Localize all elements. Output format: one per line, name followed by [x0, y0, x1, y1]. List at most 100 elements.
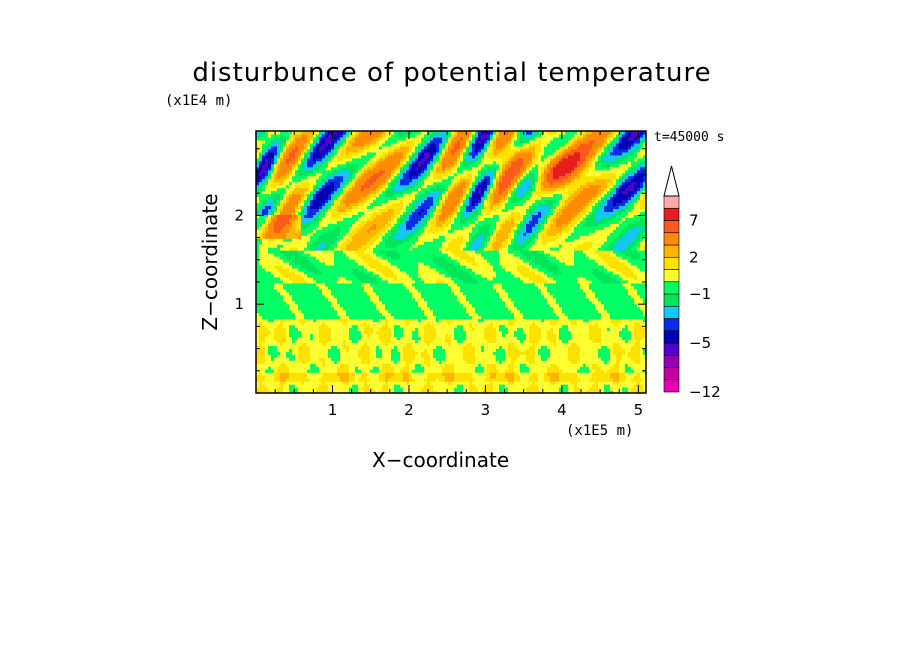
field-cell [277, 238, 281, 242]
field-cell [286, 357, 290, 361]
field-cell [337, 181, 341, 186]
field-cell [265, 229, 269, 233]
field-cell [334, 256, 338, 260]
field-cell [274, 139, 278, 144]
field-cell [337, 345, 341, 349]
field-cell [313, 217, 317, 221]
field-cell [304, 181, 308, 186]
field-cell [280, 273, 284, 278]
field-cell [322, 187, 326, 192]
field-cell [292, 154, 296, 159]
field-cell [256, 241, 260, 245]
field-cell [319, 232, 323, 236]
field-cell [325, 229, 329, 233]
field-cell [259, 360, 263, 364]
field-cell [352, 196, 356, 201]
field-cell [283, 381, 287, 385]
field-cell [325, 256, 329, 260]
field-cell [304, 199, 308, 204]
field-cell [295, 211, 299, 215]
field-cell [346, 387, 350, 391]
field-cell [349, 178, 353, 183]
field-cell [349, 172, 353, 177]
field-cell [301, 253, 305, 257]
field-cell [328, 235, 332, 239]
field-cell [304, 190, 308, 195]
field-cell [295, 166, 299, 171]
field-cell [307, 163, 311, 168]
field-cell [298, 223, 302, 227]
field-cell [277, 148, 281, 153]
field-cell [349, 202, 353, 207]
field-cell [325, 306, 329, 311]
field-cell [361, 342, 365, 346]
field-cell [313, 363, 317, 367]
field-cell [331, 354, 335, 358]
field-cell [256, 151, 260, 156]
field-cell [325, 291, 329, 296]
field-cell [262, 306, 266, 311]
field-cell [298, 318, 302, 323]
field-cell [286, 259, 290, 263]
field-cell [358, 250, 362, 254]
field-cell [292, 136, 296, 141]
field-cell [286, 226, 290, 230]
field-cell [271, 282, 275, 287]
field-cell [262, 226, 266, 230]
field-cell [337, 327, 341, 332]
field-cell [268, 285, 272, 290]
field-cell [268, 330, 272, 335]
field-cell [259, 279, 263, 284]
field-cell [343, 297, 347, 302]
field-cell [265, 220, 269, 224]
field-cell [280, 366, 284, 370]
field-cell [355, 223, 359, 227]
field-cell [295, 157, 299, 162]
field-cell [280, 145, 284, 150]
field-cell [325, 208, 329, 212]
field-cell [322, 315, 326, 320]
field-cell [289, 366, 293, 370]
field-cell [283, 321, 287, 326]
field-cell [325, 226, 329, 230]
field-cell [340, 199, 344, 204]
field-cell [319, 220, 323, 224]
field-cell [310, 187, 314, 192]
field-cell [346, 282, 350, 287]
field-cell [259, 208, 263, 212]
field-cell [328, 294, 332, 299]
field-cell [334, 199, 338, 204]
field-cell [286, 190, 290, 195]
field-cell [301, 142, 305, 147]
field-cell [343, 250, 347, 254]
field-cell [328, 259, 332, 263]
field-cell [340, 384, 344, 388]
field-cell [256, 253, 260, 257]
field-cell [325, 285, 329, 290]
field-cell [310, 247, 314, 251]
field-cell [292, 181, 296, 186]
field-cell [352, 387, 356, 391]
field-cell [352, 303, 356, 308]
field-cell [283, 244, 287, 248]
field-cell [283, 390, 287, 393]
field-cell [322, 282, 326, 287]
field-cell [277, 163, 281, 168]
field-cell [262, 303, 266, 308]
field-cell [262, 232, 266, 236]
field-cell [301, 354, 305, 358]
field-cell [286, 273, 290, 278]
field-cell [295, 264, 299, 269]
field-cell [349, 166, 353, 171]
field-cell [352, 247, 356, 251]
field-cell [331, 145, 335, 150]
field-cell [298, 172, 302, 177]
field-cell [337, 148, 341, 153]
field-cell [355, 354, 359, 358]
field-cell [265, 360, 269, 364]
field-cell [283, 342, 287, 346]
field-cell [358, 154, 362, 159]
field-cell [286, 375, 290, 379]
field-cell [298, 366, 302, 370]
field-cell [295, 181, 299, 186]
